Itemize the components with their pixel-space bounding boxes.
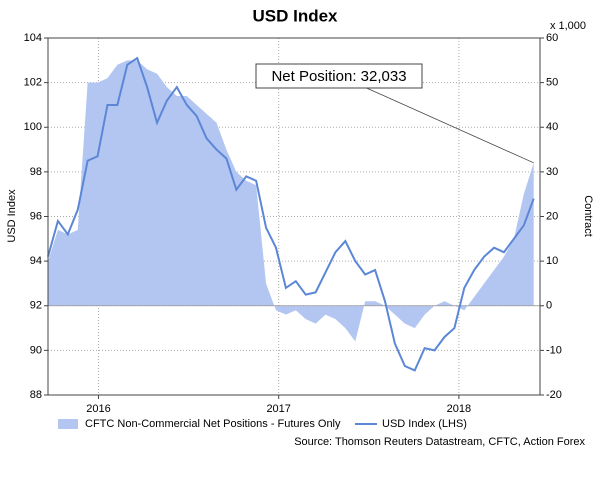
y-tick-label: 90 — [30, 344, 42, 356]
area — [48, 60, 534, 342]
y2-tick-label: 40 — [546, 121, 558, 133]
y-tick-label: 102 — [24, 77, 42, 89]
y2-tick-label: 30 — [546, 166, 558, 178]
y2-tick-label: 50 — [546, 77, 558, 89]
legend-swatch — [58, 419, 78, 429]
y2-tick-label: -10 — [546, 344, 562, 356]
line — [47, 56, 535, 372]
x-tick-label: 2016 — [86, 403, 110, 415]
annotation-box — [255, 63, 423, 89]
y2-axis-label: Contract — [582, 195, 594, 237]
y-tick-label: 94 — [30, 255, 42, 267]
y2-tick-label: 0 — [546, 300, 552, 312]
chart-title: USD Index — [252, 6, 338, 25]
y2-tick-label: 60 — [546, 32, 558, 44]
y-tick-label: 100 — [24, 121, 42, 133]
x-tick-label: 2018 — [447, 403, 471, 415]
y-tick-label: 98 — [30, 166, 42, 178]
annotation: Net Position: 32,033 — [271, 68, 406, 85]
legend-label: USD Index (LHS) — [382, 418, 467, 430]
y-tick-label: 104 — [24, 32, 42, 44]
y2-tick-label: 20 — [546, 210, 558, 222]
annotation-leader — [361, 85, 534, 164]
y-axis-label: USD Index — [6, 189, 18, 243]
x-tick-label: 2017 — [266, 403, 290, 415]
y-tick-label: 92 — [30, 300, 42, 312]
y2-tick-label: 10 — [546, 255, 558, 267]
y2-tick-label: -20 — [546, 389, 562, 401]
y-tick-label: 88 — [30, 389, 42, 401]
legend-label: CFTC Non-Commercial Net Positions - Futu… — [85, 418, 341, 430]
y-tick-label: 96 — [30, 210, 42, 222]
source: Source: Thomson Reuters Datastream, CFTC… — [294, 436, 585, 448]
y2-unit: x 1,000 — [550, 20, 586, 32]
